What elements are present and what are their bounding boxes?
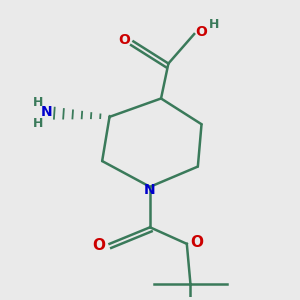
Text: O: O — [195, 25, 207, 39]
Text: H: H — [33, 117, 43, 130]
Text: N: N — [144, 183, 156, 197]
Text: N: N — [41, 106, 53, 119]
Text: O: O — [118, 33, 130, 46]
Text: O: O — [190, 235, 204, 250]
Text: O: O — [92, 238, 105, 253]
Text: H: H — [209, 18, 220, 32]
Text: H: H — [33, 96, 43, 109]
